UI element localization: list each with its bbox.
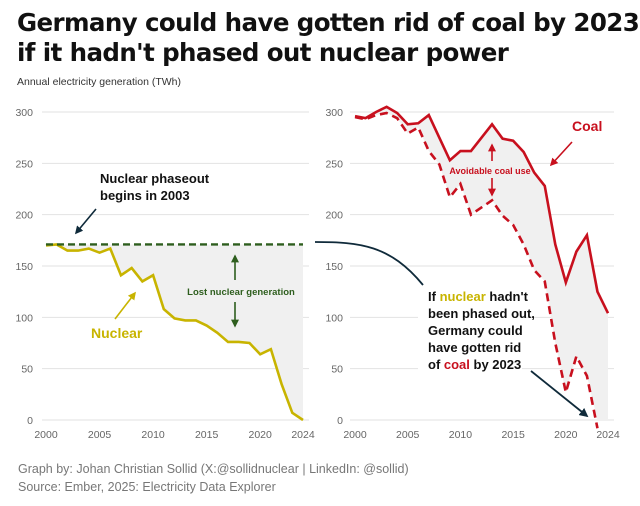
connector-curve: [314, 241, 424, 286]
y-tick-label: 50: [331, 364, 343, 376]
annotation-avoidable-coal: Avoidable coal use: [449, 166, 530, 176]
coal-2023-arrow-icon: [530, 370, 589, 418]
x-tick-label: 2010: [449, 429, 473, 441]
shaded-gap-area: [46, 244, 303, 420]
x-tick-label: 2010: [141, 429, 165, 441]
annotation-span-dark: have gotten rid: [428, 340, 521, 355]
x-tick-label: 2024: [291, 429, 315, 441]
x-tick-label: 2005: [396, 429, 420, 441]
title-line-1: Germany could have gotten rid of coal by…: [17, 8, 640, 37]
annotation-phaseout-line-2: begins in 2003: [100, 188, 190, 203]
annotation-background: [418, 286, 522, 376]
x-tick-label: 2024: [596, 429, 620, 441]
series-line-coal: [354, 105, 610, 314]
annotation-lost-nuclear: Lost nuclear generation: [187, 287, 295, 298]
annotation-span-coal: coal: [444, 357, 470, 372]
coal-arrow-icon: [549, 141, 573, 167]
annotation-span-dark: of: [428, 357, 444, 372]
y-tick-label: 200: [325, 210, 343, 222]
y-tick-label: 150: [325, 261, 343, 273]
footer-source: Source: Ember, 2025: Electricity Data Ex…: [18, 480, 276, 494]
x-tick-label: 2000: [34, 429, 58, 441]
x-tick-label: 2000: [343, 429, 367, 441]
annotation-span-dark: by 2023: [470, 357, 521, 372]
y-tick-label: 0: [27, 415, 33, 427]
x-tick-label: 2020: [248, 429, 272, 441]
y-tick-label: 300: [325, 107, 343, 119]
y-axis-label: Annual electricity generation (TWh): [17, 76, 181, 88]
y-tick-label: 250: [15, 158, 33, 170]
x-tick-label: 2020: [554, 429, 578, 441]
y-tick-label: 200: [15, 210, 33, 222]
y-tick-label: 150: [15, 261, 33, 273]
right-panel-coal: 0 50 100 150 200 250 300 2000 2005 2010 2015 2020 20…: [325, 105, 620, 441]
annotation-coal-label: Coal: [572, 118, 602, 134]
annotation-span-dark: hadn't: [486, 289, 529, 304]
chart-title: Germany could have gotten rid of coal by…: [17, 8, 640, 68]
annotations: Nuclear phaseout begins in 2003 Lost nucle…: [74, 118, 602, 418]
shaded-gap-area: [355, 106, 608, 420]
annotation-span-dark: Germany could: [428, 323, 523, 338]
y-tick-label: 50: [21, 364, 33, 376]
y-tick-label: 250: [325, 158, 343, 170]
x-tick-label: 2015: [195, 429, 219, 441]
annotation-counterfactual-line: If nuclear hadn't: [428, 289, 529, 304]
annotation-phaseout-line-1: Nuclear phaseout: [100, 171, 210, 186]
annotation-counterfactual-line: Germany could: [428, 323, 523, 338]
nuclear-arrow-icon: [114, 291, 136, 320]
y-tick-label: 100: [325, 312, 343, 324]
annotation-counterfactual-line: have gotten rid: [428, 340, 521, 355]
footer: Graph by: Johan Christian Sollid (X:@sol…: [18, 460, 409, 496]
x-tick-label: 2005: [88, 429, 112, 441]
annotation-counterfactual-line: been phased out,: [428, 306, 535, 321]
left-panel-nuclear: 0 50 100 150 200 250 300 2000 2005 2010 2015 2020 20…: [15, 107, 314, 441]
y-tick-label: 100: [15, 312, 33, 324]
footer-credit: Graph by: Johan Christian Sollid (X:@sol…: [18, 462, 409, 476]
y-tick-label: 0: [337, 415, 343, 427]
annotation-counterfactual-line: of coal by 2023: [428, 357, 521, 372]
annotation-span-nuclear: nuclear: [440, 289, 486, 304]
annotation-span-dark: If: [428, 289, 440, 304]
phaseout-arrow-icon: [74, 208, 97, 235]
y-tick-label: 300: [15, 107, 33, 119]
x-tick-label: 2015: [501, 429, 525, 441]
series-line-nuclear: [45, 243, 304, 422]
annotation-nuclear-label: Nuclear: [91, 325, 143, 341]
annotation-span-dark: been phased out,: [428, 306, 535, 321]
series-line-coal-without-nuclear-phaseout: [354, 111, 599, 429]
title-line-2: if it hadn't phased out nuclear power: [17, 38, 509, 67]
